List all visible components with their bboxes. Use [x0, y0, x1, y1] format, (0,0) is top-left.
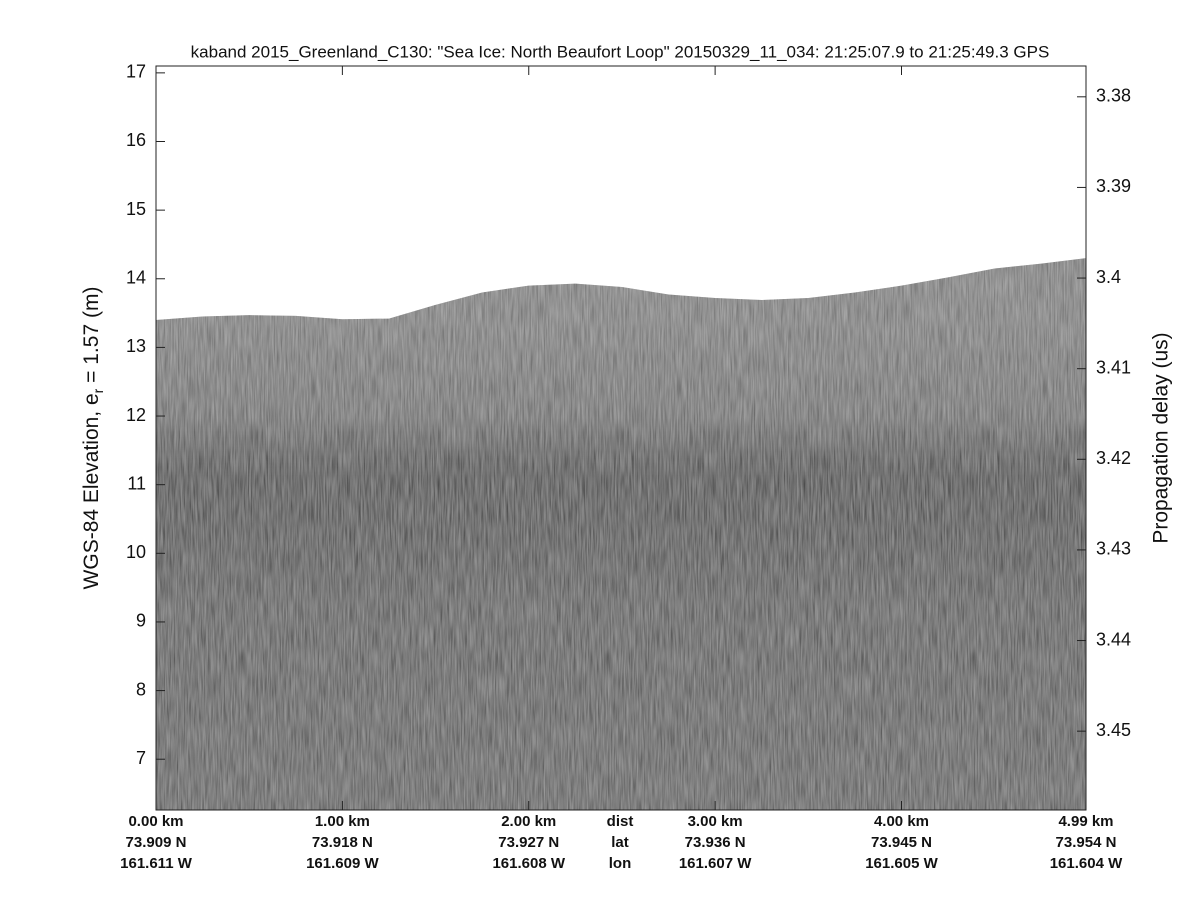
y2-tick-label: 3.44	[1096, 629, 1131, 649]
y-tick-label: 17	[126, 62, 146, 82]
x-tick-label: 2.00 km	[501, 813, 556, 830]
lon-label: 161.607 W	[679, 855, 752, 872]
y-tick-label: 9	[136, 611, 146, 631]
y2-tick-label: 3.4	[1096, 267, 1121, 287]
lat-label: 73.954 N	[1056, 834, 1117, 851]
x-tick-label: 0.00 km	[128, 813, 183, 830]
y-tick-label: 14	[126, 268, 146, 288]
y2-axis-label: Propagation delay (us)	[1150, 332, 1173, 543]
x-tick-label: 1.00 km	[315, 813, 370, 830]
chart-title: kaband 2015_Greenland_C130: "Sea Ice: No…	[191, 42, 1050, 61]
y2-tick-label: 3.42	[1096, 448, 1131, 468]
plot-frame	[155, 65, 1087, 811]
y2-tick-label: 3.41	[1096, 357, 1131, 377]
y-tick-label: 15	[126, 199, 146, 219]
row-name: dist	[607, 813, 634, 830]
lat-label: 73.927 N	[498, 834, 559, 851]
y2-tick-label: 3.43	[1096, 539, 1131, 559]
y2-tick-label: 3.38	[1096, 86, 1131, 106]
lon-label: 161.608 W	[492, 855, 565, 872]
lon-label: 161.604 W	[1050, 855, 1123, 872]
lon-label: 161.611 W	[120, 855, 193, 872]
y2-tick-label: 3.39	[1096, 176, 1131, 196]
lat-label: 73.918 N	[312, 834, 373, 851]
lat-label: 73.936 N	[685, 834, 746, 851]
lat-label: 73.945 N	[871, 834, 932, 851]
y-tick-label: 12	[126, 405, 146, 425]
y-label-part: = 1.57 (m)	[80, 287, 103, 389]
y-axis-label: WGS-84 Elevation, er = 1.57 (m)	[80, 287, 106, 590]
row-name: lat	[611, 834, 629, 851]
y-tick-label: 11	[127, 473, 146, 493]
row-name: lon	[609, 855, 632, 872]
y-tick-label: 13	[126, 336, 146, 356]
lon-label: 161.609 W	[306, 855, 379, 872]
y-tick-label: 7	[136, 748, 146, 768]
lon-label: 161.605 W	[865, 855, 938, 872]
y-label-part: WGS-84 Elevation, e	[80, 393, 103, 589]
x-tick-label: 3.00 km	[688, 813, 743, 830]
x-tick-label: 4.00 km	[874, 813, 929, 830]
lat-label: 73.909 N	[126, 834, 187, 851]
y2-tick-label: 3.45	[1096, 720, 1131, 740]
y-tick-label: 10	[126, 542, 146, 562]
echogram-area	[156, 258, 1086, 810]
y-label-subscript: r	[90, 388, 106, 393]
y-tick-label: 16	[126, 130, 146, 150]
x-tick-label: 4.99 km	[1058, 813, 1113, 830]
y-tick-label: 8	[136, 679, 146, 699]
